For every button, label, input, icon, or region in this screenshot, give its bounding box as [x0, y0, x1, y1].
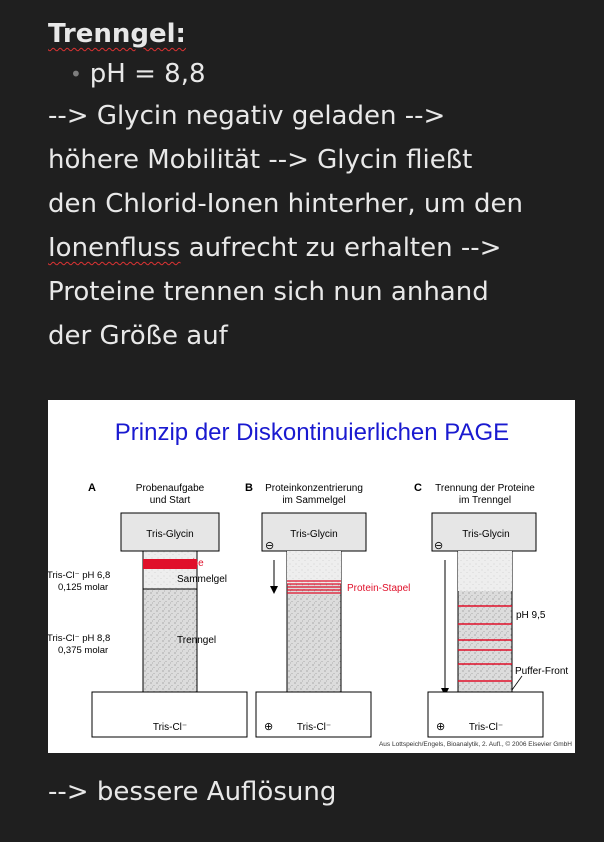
note-line-5: Proteine trennen sich nun anhand: [48, 277, 489, 307]
panel-b-letter: B: [245, 482, 253, 494]
panel-a-left-1b: 0,125 molar: [58, 582, 108, 593]
bullet-text: pH = 8,8: [89, 59, 206, 89]
panel-b-bottom-buffer: [255, 691, 372, 738]
panel-b-caption-1: Proteinkonzentrierung: [265, 483, 363, 494]
misspelled-word[interactable]: Ionenfluss: [48, 233, 181, 263]
panel-c-plus-icon: ⊕: [436, 721, 445, 733]
panel-c-ph-label: pH 9,5: [516, 610, 546, 621]
panel-a-probe-band: [143, 559, 197, 569]
panel-c-letter: C: [414, 482, 422, 494]
panel-a-letter: A: [88, 482, 96, 494]
note-line-2: höhere Mobilität --> Glycin fließt: [48, 145, 473, 175]
panel-a-probe-label: Probe: [177, 558, 204, 569]
section-heading: Trenngel:: [48, 19, 186, 49]
panel-b-bottom-label: Tris-Cl⁻: [297, 722, 331, 733]
panel-c: C Trennung der Proteine im Trenngel Tris…: [414, 482, 568, 738]
panel-b-top-label: Tris-Glycin: [290, 529, 337, 540]
panel-a-bottom-label: Tris-Cl⁻: [153, 722, 187, 733]
panel-c-minus-icon: ⊖: [434, 540, 443, 552]
panel-c-caption-1: Trennung der Proteine: [435, 483, 535, 494]
panel-b-plus-icon: ⊕: [264, 721, 273, 733]
embedded-figure[interactable]: Prinzip der Diskontinuierlichen PAGE A P…: [47, 400, 575, 753]
panel-b-minus-icon: ⊖: [265, 540, 274, 552]
panel-c-front-pointer: [511, 675, 523, 691]
note-line-3: den Chlorid-Ionen hinterher, um den: [48, 189, 523, 219]
panel-a-sammelgel: [142, 550, 198, 590]
panel-a-left-2a: Tris-Cl⁻ pH 8,8: [48, 633, 110, 644]
panel-a-caption-2: und Start: [150, 495, 191, 506]
panel-b-sammel-zone: [287, 551, 341, 584]
panel-c-top-label: Tris-Glycin: [462, 529, 509, 540]
panel-c-bottom-buffer: [427, 691, 544, 738]
panel-a-top-label: Tris-Glycin: [146, 529, 193, 540]
figure-title: Prinzip der Diskontinuierlichen PAGE: [115, 419, 509, 446]
panel-a-trenngel: [142, 588, 198, 693]
note-line-4: Ionenfluss aufrecht zu erhalten -->: [48, 226, 588, 270]
panel-a-sammelgel-label: Sammelgel: [177, 574, 227, 585]
page-diagram: Prinzip der Diskontinuierlichen PAGE A P…: [47, 419, 572, 748]
figure-credit: Aus Lottspeich/Engels, Bioanalytik, 2. A…: [379, 740, 572, 748]
note-line-6: der Größe auf: [48, 321, 228, 351]
panel-a-bottom-buffer: [91, 691, 248, 738]
note-footer-line: --> bessere Auflösung: [48, 777, 337, 807]
panel-a-top-buffer: [120, 512, 220, 552]
panel-c-bottom-label: Tris-Cl⁻: [469, 722, 503, 733]
bullet-dot-icon: •: [70, 62, 82, 86]
note-content[interactable]: Trenngel: • pH = 8,8 --> Glycin negativ …: [48, 14, 588, 358]
panel-a-trenngel-label: Trenngel: [177, 635, 216, 646]
panel-a-left-2b: 0,375 molar: [58, 645, 108, 656]
note-line-4-rest: aufrecht zu erhalten -->: [180, 233, 502, 263]
panel-c-caption-2: im Trenngel: [459, 495, 511, 506]
panel-a-left-1a: Tris-Cl⁻ pH 6,8: [48, 570, 110, 581]
panel-b-caption-2: im Sammelgel: [282, 495, 345, 506]
panel-b-stack-label: Protein-Stapel: [347, 583, 410, 594]
panel-a: A Probenaufgabe und Start Tris-Glycin Tr…: [47, 482, 248, 738]
panel-c-front-label: Puffer-Front: [515, 666, 568, 677]
panel-a-caption-1: Probenaufgabe: [136, 483, 205, 494]
bullet-item: • pH = 8,8: [48, 54, 588, 94]
panel-c-sammel-zone: [458, 551, 512, 591]
note-line-1: --> Glycin negativ geladen -->: [48, 101, 446, 131]
panel-b: B Proteinkonzentrierung im Sammelgel Tri…: [245, 482, 410, 738]
